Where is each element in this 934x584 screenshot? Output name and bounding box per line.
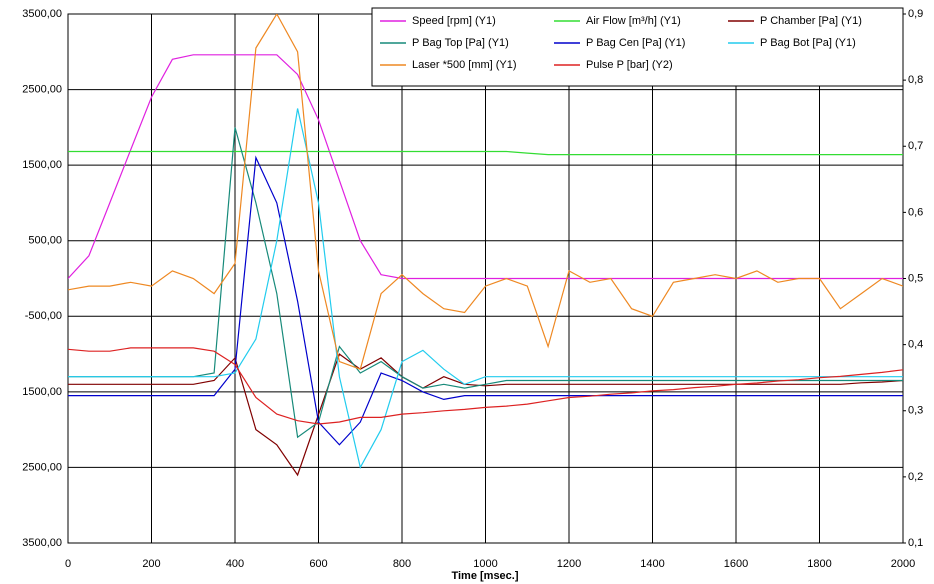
y-tick-label: 2500,00: [22, 83, 62, 95]
y2-tick-label: 0,7: [908, 140, 923, 152]
y-tick-label: 2500,00: [22, 461, 62, 473]
y2-tick-label: 0,9: [908, 8, 923, 20]
x-tick-label: 0: [65, 558, 71, 570]
x-tick-label: 400: [226, 558, 244, 570]
y2-tick-label: 0,2: [908, 471, 923, 483]
y2-tick-label: 0,6: [908, 206, 923, 218]
legend: Speed [rpm] (Y1) Air Flow [m³/h] (Y1) P Ch…: [371, 7, 904, 87]
legend-label: Laser *500 [mm] (Y1): [412, 59, 517, 71]
y2-tick-label: 0,5: [908, 272, 923, 284]
legend-label: P Bag Cen [Pa] (Y1): [586, 37, 685, 49]
x-axis-title: Time [msec.]: [451, 570, 518, 582]
y2-tick-label: 0,8: [908, 74, 923, 86]
legend-label: Pulse P [bar] (Y2): [586, 59, 673, 71]
y-tick-label: -500,00: [25, 310, 62, 322]
y-tick-label: 3500,00: [22, 537, 62, 549]
legend-box: [371, 7, 904, 87]
y-tick-label: 500,00: [28, 235, 62, 247]
y-tick-label: 3500,00: [22, 8, 62, 20]
legend-label: P Chamber [Pa] (Y1): [760, 15, 862, 27]
x-tick-label: 800: [393, 558, 411, 570]
x-tick-label: 1800: [807, 558, 831, 570]
lines: [68, 14, 903, 477]
series-line: [68, 155, 903, 446]
legend-label: Air Flow [m³/h] (Y1): [586, 15, 681, 27]
x-tick-label: 1000: [473, 558, 497, 570]
y-tick-label: 1500,00: [22, 386, 62, 398]
series-line: [68, 127, 903, 439]
legend-label: Speed [rpm] (Y1): [412, 15, 496, 27]
x-tick-label: 200: [142, 558, 160, 570]
legend-label: P Bag Bot [Pa] (Y1): [760, 37, 856, 49]
legend-label: P Bag Top [Pa] (Y1): [412, 37, 509, 49]
x-tick-label: 1400: [640, 558, 664, 570]
x-tick-label: 2000: [891, 558, 915, 570]
y-tick-label: 1500,00: [22, 159, 62, 171]
series-line: [68, 54, 903, 280]
y2-tick-label: 0,4: [908, 339, 923, 351]
series-line: [68, 347, 903, 425]
series-line: [68, 108, 903, 470]
y2-tick-label: 0,3: [908, 405, 923, 417]
x-tick-label: 600: [309, 558, 327, 570]
x-tick-label: 1600: [724, 558, 748, 570]
y2-tick-label: 0,1: [908, 537, 923, 549]
series-line: [68, 14, 903, 370]
x-tick-label: 1200: [557, 558, 581, 570]
series-line: [68, 353, 903, 477]
series-line: [68, 150, 903, 156]
